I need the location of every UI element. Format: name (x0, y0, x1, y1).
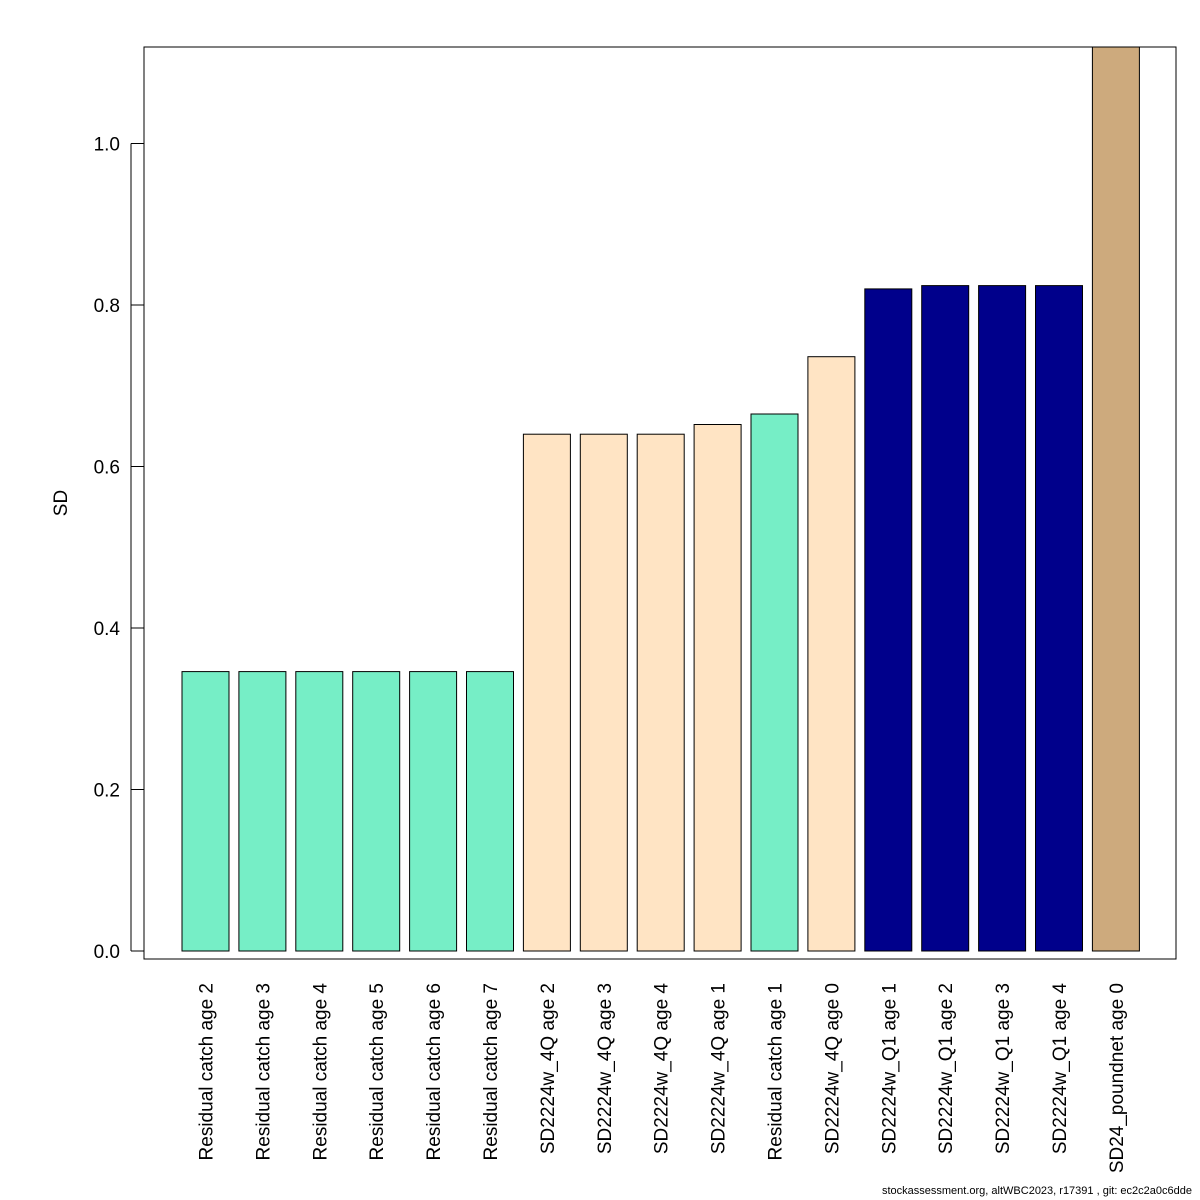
bar (864, 288, 913, 952)
bar (921, 285, 970, 952)
x-tick-label: SD2224w_4Q age 0 (822, 983, 843, 1154)
x-tick-label: SD2224w_4Q age 4 (652, 983, 673, 1155)
bar (1091, 47, 1140, 952)
x-tick-label: SD2224w_Q1 age 4 (1050, 983, 1071, 1155)
x-tick-label: Residual catch age 7 (481, 983, 502, 1160)
bar (295, 671, 344, 952)
x-tick-label: Residual catch age 4 (310, 983, 331, 1161)
bar (181, 671, 230, 952)
x-tick-label: Residual catch age 1 (766, 983, 787, 1160)
bar (579, 433, 628, 952)
footer-note: stockassessment.org, altWBC2023, r17391 … (881, 1185, 1192, 1197)
y-tick-label: 0.4 (94, 619, 121, 640)
y-axis-label: SD (51, 490, 72, 516)
x-tick-label: SD24_poundnet age 0 (1107, 983, 1128, 1173)
x-tick-label: SD2224w_Q1 age 3 (993, 983, 1014, 1154)
bar (522, 433, 571, 952)
x-tick-label: SD2224w_Q1 age 2 (936, 983, 957, 1154)
bars-group (181, 47, 1140, 952)
bar (693, 424, 742, 952)
y-tick-label: 0.6 (94, 458, 120, 479)
plot-frame (143, 46, 1177, 960)
x-tick-label: Residual catch age 2 (197, 983, 218, 1160)
x-tick-label: Residual catch age 6 (424, 983, 445, 1160)
y-tick-label: 0.8 (94, 296, 120, 317)
x-tick-label: SD2224w_4Q age 3 (595, 983, 616, 1154)
x-axis-labels: Residual catch age 2 Residual catch age 3… (197, 983, 1128, 1174)
bar (978, 285, 1027, 952)
x-tick-label: Residual catch age 3 (253, 983, 274, 1160)
bar (750, 413, 799, 952)
x-tick-label: SD2224w_4Q age 1 (709, 983, 730, 1154)
x-tick-label: Residual catch age 5 (367, 983, 388, 1160)
bar (466, 671, 514, 952)
y-tick-label: 0.0 (94, 942, 120, 963)
y-tick-label: 0.2 (94, 781, 120, 802)
y-axis: 0.0 0.2 0.4 0.6 0.8 1.0 (94, 135, 144, 963)
bar (238, 671, 287, 952)
x-tick-label: SD2224w_Q1 age 1 (879, 983, 900, 1154)
bar (409, 671, 458, 952)
x-tick-label: SD2224w_4Q age 2 (538, 983, 559, 1154)
bar (636, 433, 685, 952)
y-tick-label: 1.0 (94, 135, 120, 156)
bar (807, 356, 856, 952)
bar (1035, 285, 1083, 952)
bar (352, 671, 401, 952)
